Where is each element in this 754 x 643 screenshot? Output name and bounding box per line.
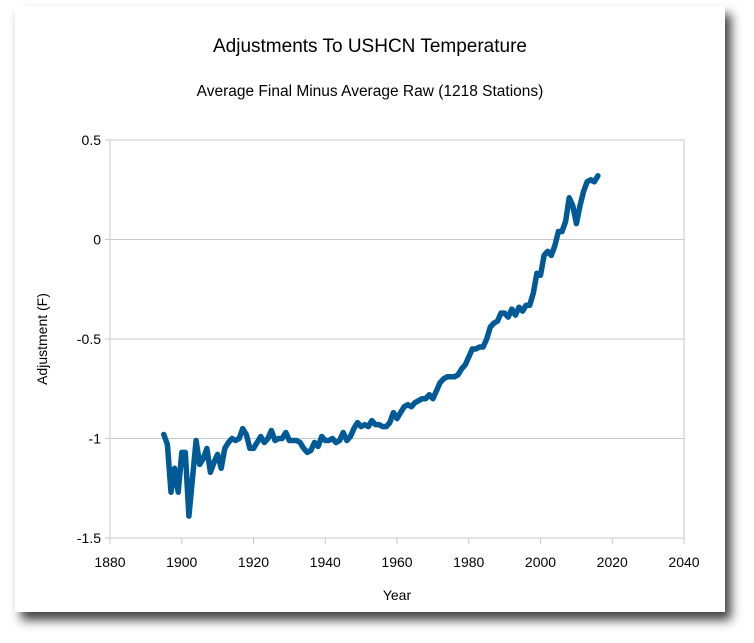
y-tick-label: 0 [93,232,101,248]
x-axis-label: Year [383,587,412,603]
y-tick-label: 0.5 [82,132,102,148]
x-tick-label: 1980 [453,554,484,570]
x-tick-label: 1940 [310,554,341,570]
y-tick-label: -1 [89,431,102,447]
y-tick-label: -1.5 [77,530,101,546]
y-tick-label: -0.5 [77,331,101,347]
chart-title: Adjustments To USHCN Temperature [213,36,527,57]
data-line [161,173,601,519]
x-tick-label: 2000 [525,554,556,570]
y-axis-label: Adjustment (F) [34,293,50,385]
x-tick-label: 2020 [597,554,628,570]
x-tick-label: 1900 [166,554,197,570]
x-tick-label: 1880 [94,554,125,570]
chart-subtitle: Average Final Minus Average Raw (1218 St… [197,83,544,100]
chart-panel [15,6,725,612]
x-tick-label: 1960 [381,554,412,570]
x-tick-label: 2040 [668,554,699,570]
x-tick-label: 1920 [238,554,269,570]
